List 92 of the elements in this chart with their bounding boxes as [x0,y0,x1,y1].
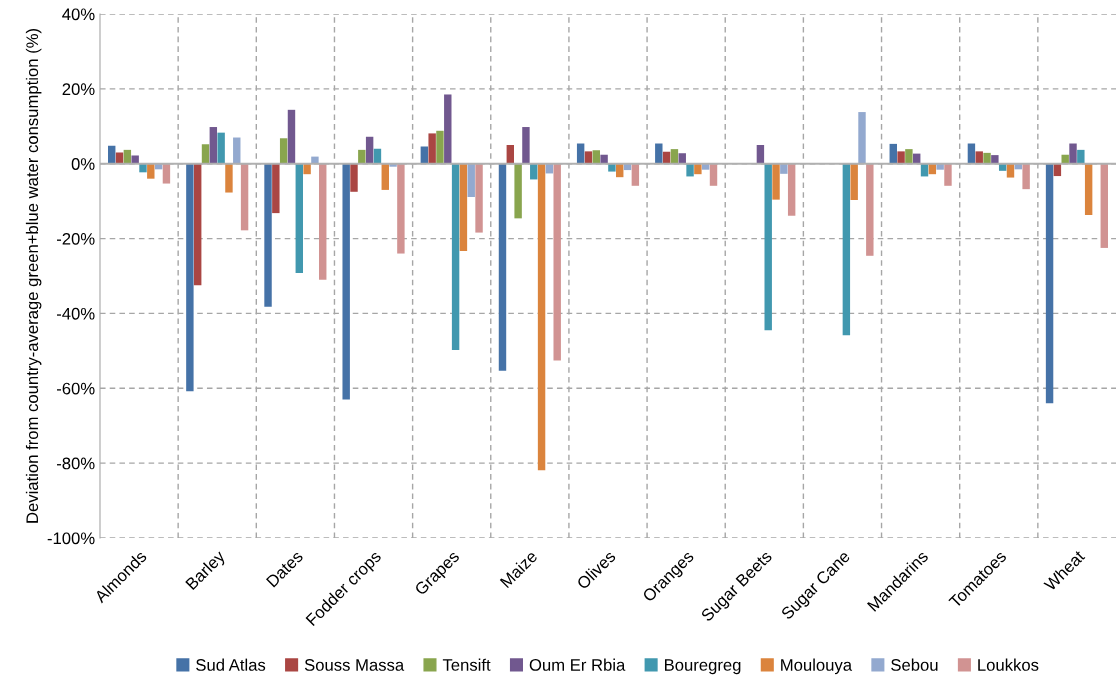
bar [1061,154,1069,164]
bar [498,163,507,371]
bar [358,149,366,164]
bar [553,163,561,361]
bar [428,133,436,164]
bar [897,151,905,164]
bar [522,127,530,164]
bar [295,163,303,274]
legend-label: Loukkos [978,658,1039,671]
bar [608,163,616,172]
y-tick-label: 0% [71,158,95,170]
bar [936,163,944,170]
bar [186,163,194,392]
legend-label: Souss Massa [304,659,405,671]
bar [240,163,249,231]
bar [772,163,780,200]
bar [850,163,858,201]
bar [365,136,374,164]
bar [592,150,600,164]
bar [670,149,679,164]
bar [1022,163,1030,190]
bar [279,138,288,164]
bar [506,145,515,164]
bar [342,163,350,400]
bar [350,163,358,192]
y-tick-label: -100% [47,532,95,545]
bar [600,154,608,164]
bar [866,163,874,256]
bar [147,163,155,179]
y-tick-label: -40% [56,307,95,320]
bar [694,163,702,175]
bar [584,151,593,164]
bar [944,163,952,186]
bar [842,163,851,336]
y-tick-label: -60% [56,382,95,395]
bar [209,127,218,164]
bar [201,144,210,164]
bar [780,163,788,174]
legend-label: Sud Atlas [196,658,266,671]
bar [475,163,483,233]
bar [264,163,272,307]
legend-label: Sebou [891,658,938,671]
bar [858,112,866,164]
bar [225,163,233,193]
bar [311,156,319,164]
bar [131,155,139,164]
bar [1077,149,1085,164]
bar [631,163,640,186]
y-tick-label: 40% [62,8,95,21]
bar [397,163,405,254]
bar [272,163,280,214]
y-tick-label: -20% [56,232,95,245]
bar [537,163,546,471]
bar [1084,163,1093,215]
bar [451,163,460,351]
y-axis-title: Deviation from country-average green+blue water consumption (%) [25,28,42,523]
bar [444,94,452,164]
legend-label: Tensift [442,658,491,671]
legend-label: Bouregreg [664,659,741,675]
bar [975,151,983,164]
bar [889,143,897,164]
bar [420,146,429,164]
bar [1045,163,1054,404]
bar [1069,143,1077,164]
bar [459,163,468,251]
bar [756,145,765,164]
bar [764,163,772,331]
bar [686,163,694,177]
bar [514,163,522,219]
bar [287,109,296,164]
bar [436,130,444,164]
bar [217,132,225,164]
bar [303,163,311,175]
legend-label: Moulouya [781,658,853,675]
bar [655,143,663,164]
bar [678,153,686,164]
bar [467,163,475,198]
bar [787,163,796,216]
bar [709,163,718,186]
bar [381,163,389,190]
bar [905,149,913,164]
bar [983,152,991,164]
bar [193,163,202,286]
bar [162,163,171,184]
legend-label: Oum Er Rbia [529,658,626,671]
y-tick-label: 20% [62,83,95,96]
bar [115,152,124,164]
bar [1100,163,1108,248]
bar [233,137,241,164]
y-tick-label: -80% [56,457,95,470]
bar [319,163,327,280]
bar [991,155,999,164]
